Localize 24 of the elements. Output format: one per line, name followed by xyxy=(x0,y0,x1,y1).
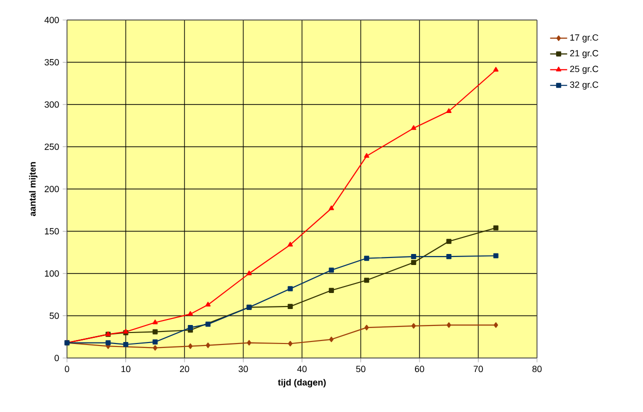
y-tick-label: 250 xyxy=(44,144,59,150)
y-tick-label: 400 xyxy=(44,16,59,24)
x-tick-label: 10 xyxy=(121,366,130,372)
y-tick-label: 150 xyxy=(44,228,59,234)
x-tick-label: 30 xyxy=(238,366,248,372)
legend-label: 25 gr.C xyxy=(570,66,598,74)
y-tick-label: 350 xyxy=(44,59,59,66)
x-axis-title: tijd (dagen) xyxy=(278,378,326,388)
legend-label: 32 gr.C xyxy=(570,81,598,90)
x-tick-label: 0 xyxy=(64,366,70,372)
legend-label: 17 gr.C xyxy=(570,34,598,42)
x-tick-label: 20 xyxy=(180,366,190,372)
y-tick-label: 100 xyxy=(44,270,59,277)
x-tick-label: 70 xyxy=(474,366,483,372)
x-tick-label: 60 xyxy=(414,366,424,372)
y-tick-label: 0 xyxy=(54,354,59,362)
y-tick-label: 300 xyxy=(44,101,59,108)
y-axis-title: aantal mijten xyxy=(29,162,38,216)
y-tick-label: 200 xyxy=(44,186,59,192)
x-tick-label: 50 xyxy=(356,366,366,372)
y-tick-label: 50 xyxy=(50,312,59,319)
x-tick-label: 80 xyxy=(532,366,542,372)
x-tick-label: 40 xyxy=(297,366,307,372)
legend-label: 21 gr.C xyxy=(570,50,598,58)
